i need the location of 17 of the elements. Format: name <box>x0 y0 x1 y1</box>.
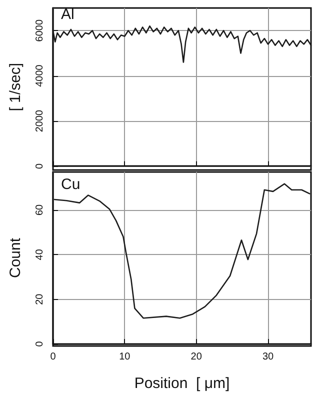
y-tick-label: 4000 <box>34 64 46 87</box>
x-tick-label: 10 <box>119 352 131 362</box>
y-axis-title: Count <box>7 237 24 278</box>
y-tick-label: 0 <box>34 340 46 347</box>
y-tick-label: 20 <box>34 293 46 305</box>
y-tick-label: 6000 <box>34 19 46 42</box>
y-tick-label: 0 <box>34 163 46 169</box>
y-axis-title: [ 1/sec] <box>7 62 24 112</box>
y-tick-label: 40 <box>34 248 46 260</box>
chart-title: Al <box>61 6 74 23</box>
y-tick-label: 2000 <box>34 109 46 132</box>
x-axis-title: Position [ μm] <box>134 375 230 392</box>
x-tick-label: 20 <box>190 352 202 362</box>
y-tick-label: 60 <box>34 204 46 216</box>
chart-title: Cu <box>61 176 80 193</box>
x-tick-label: 30 <box>262 352 274 362</box>
x-tick-label: 0 <box>50 352 56 362</box>
